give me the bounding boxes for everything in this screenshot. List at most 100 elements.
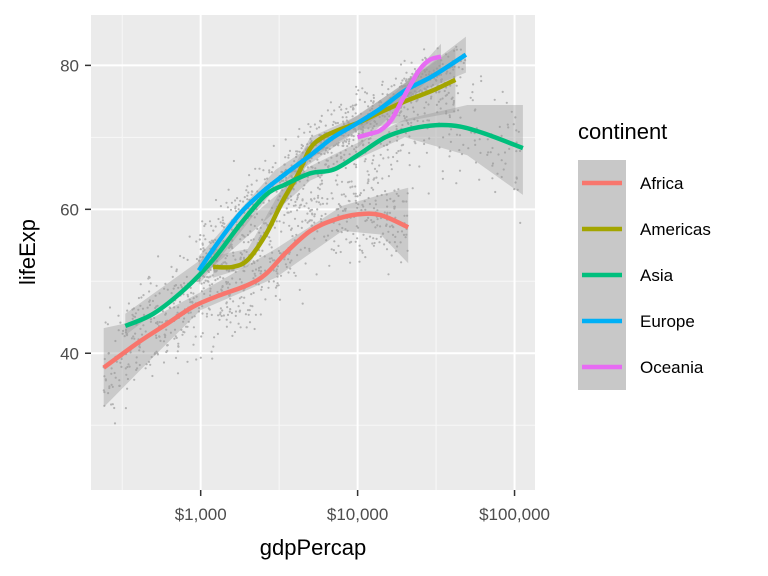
data-point [158, 321, 161, 324]
data-point [236, 197, 239, 200]
data-point [361, 203, 364, 206]
data-point [364, 208, 367, 211]
data-point [317, 175, 320, 178]
data-point [423, 70, 427, 73]
data-point [264, 222, 267, 225]
data-point [379, 225, 382, 228]
data-point [268, 169, 271, 172]
data-point [285, 207, 288, 210]
data-point [415, 100, 418, 103]
data-point [458, 169, 462, 172]
data-point [287, 156, 290, 159]
data-point [257, 283, 260, 286]
data-point [276, 282, 279, 285]
data-point [386, 143, 389, 146]
data-point [375, 237, 378, 240]
data-point [375, 176, 378, 179]
data-point [284, 263, 287, 266]
data-point [401, 79, 404, 82]
data-point [260, 288, 263, 291]
data-point [229, 308, 232, 311]
data-point [341, 209, 345, 212]
data-point [115, 360, 118, 363]
data-point [445, 102, 448, 105]
data-point [307, 207, 310, 210]
data-point [269, 212, 272, 215]
data-point [381, 80, 384, 83]
data-point [219, 307, 222, 310]
data-point [199, 356, 202, 359]
data-point [266, 177, 269, 180]
data-point [199, 248, 202, 251]
data-point [295, 198, 299, 201]
data-point [173, 306, 176, 309]
data-point [140, 333, 144, 336]
data-point [111, 385, 114, 388]
data-point [355, 201, 358, 205]
data-point [166, 288, 169, 291]
data-point [164, 336, 167, 339]
data-point [174, 356, 178, 359]
data-point [410, 61, 413, 64]
data-point [260, 270, 263, 273]
data-point [296, 209, 299, 212]
data-point [375, 122, 378, 125]
data-point [207, 269, 210, 272]
data-point [278, 298, 282, 301]
data-point [156, 304, 159, 307]
data-point [387, 273, 390, 276]
data-point [336, 183, 339, 186]
legend-label-asia: Asia [640, 266, 674, 285]
data-point [192, 292, 195, 295]
data-point [441, 177, 444, 180]
data-point [515, 150, 518, 153]
data-point [219, 311, 222, 314]
data-point [325, 159, 328, 162]
data-point [357, 132, 360, 135]
data-point [132, 307, 135, 310]
data-point [324, 163, 327, 166]
data-point [316, 196, 320, 199]
data-point [210, 239, 213, 242]
data-point [254, 167, 257, 170]
data-point [164, 313, 167, 316]
data-point [209, 294, 212, 297]
data-point [212, 345, 215, 348]
data-point [261, 218, 264, 221]
data-point [328, 147, 331, 150]
data-point [354, 112, 357, 115]
data-point [240, 281, 243, 284]
data-point [412, 106, 415, 109]
data-point [295, 153, 298, 156]
data-point [171, 275, 174, 278]
data-point [138, 349, 141, 352]
data-point [190, 291, 193, 294]
legend: continent Africa Americas Asia Europe Oceani… [578, 119, 711, 390]
data-point [317, 201, 321, 204]
data-point [232, 251, 235, 254]
data-point [512, 123, 515, 126]
data-point [362, 233, 365, 236]
legend-label-oceania: Oceania [640, 358, 704, 377]
data-point [396, 230, 399, 233]
data-point [271, 259, 274, 262]
data-point [498, 125, 501, 128]
data-point [253, 272, 256, 275]
data-point [491, 146, 494, 150]
data-point [425, 68, 428, 71]
data-point [450, 128, 453, 131]
data-point [457, 66, 460, 69]
data-point [192, 326, 195, 329]
data-point [278, 252, 281, 255]
data-point [301, 151, 304, 154]
data-point [489, 151, 492, 154]
data-point [142, 350, 145, 353]
data-point [496, 172, 499, 175]
data-point [204, 238, 207, 241]
data-point [379, 153, 382, 156]
data-point [319, 152, 323, 156]
data-point [241, 233, 244, 237]
data-point [243, 196, 246, 199]
data-point [267, 280, 271, 283]
data-point [138, 345, 141, 348]
